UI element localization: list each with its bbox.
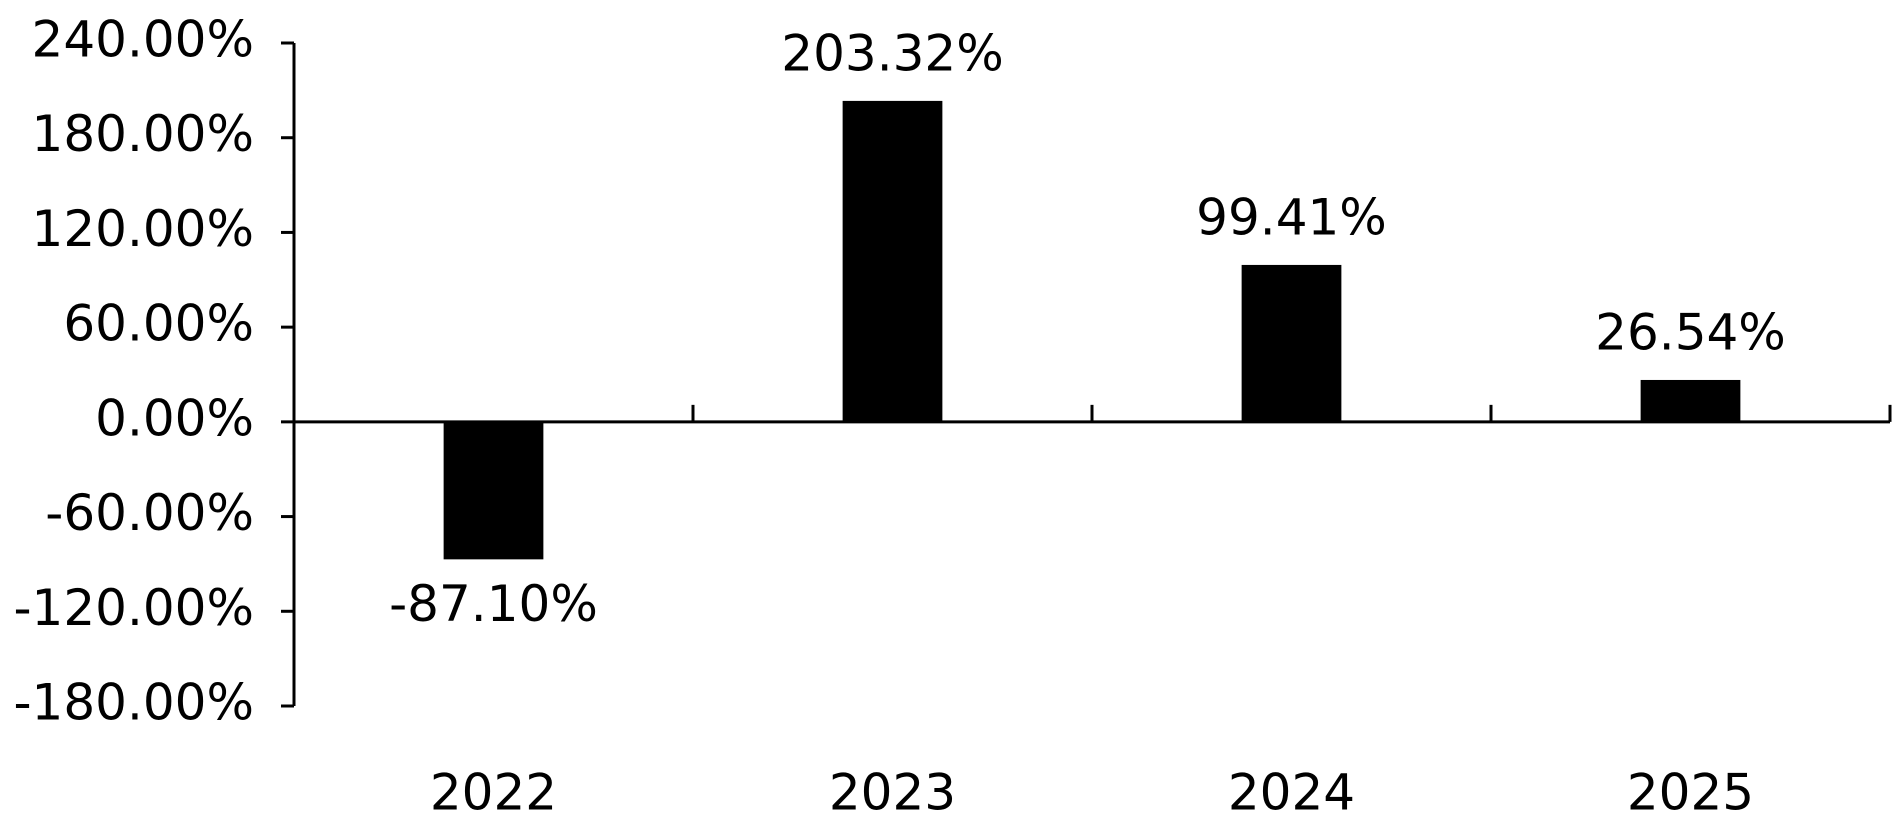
value-label: 203.32% xyxy=(781,24,1003,82)
y-tick-label: -60.00% xyxy=(45,484,254,542)
bar xyxy=(443,421,544,560)
value-label: 99.41% xyxy=(1196,188,1387,246)
bar xyxy=(1640,379,1741,422)
y-tick-label: 120.00% xyxy=(32,200,254,258)
x-tick-label: 2023 xyxy=(829,764,956,822)
y-tick-label: 180.00% xyxy=(32,105,254,163)
value-label: -87.10% xyxy=(389,575,598,633)
y-tick-label: 60.00% xyxy=(63,295,254,353)
y-tick-label: -180.00% xyxy=(13,674,254,732)
y-tick-label: -120.00% xyxy=(13,579,254,637)
x-tick-label: 2022 xyxy=(430,764,557,822)
bar xyxy=(1241,264,1342,422)
y-tick-label: 0.00% xyxy=(95,389,254,447)
value-label: 26.54% xyxy=(1595,303,1786,361)
y-tick-label: 240.00% xyxy=(32,11,254,69)
x-tick-label: 2024 xyxy=(1228,764,1355,822)
x-tick-label: 2025 xyxy=(1627,764,1754,822)
bar xyxy=(842,100,943,422)
